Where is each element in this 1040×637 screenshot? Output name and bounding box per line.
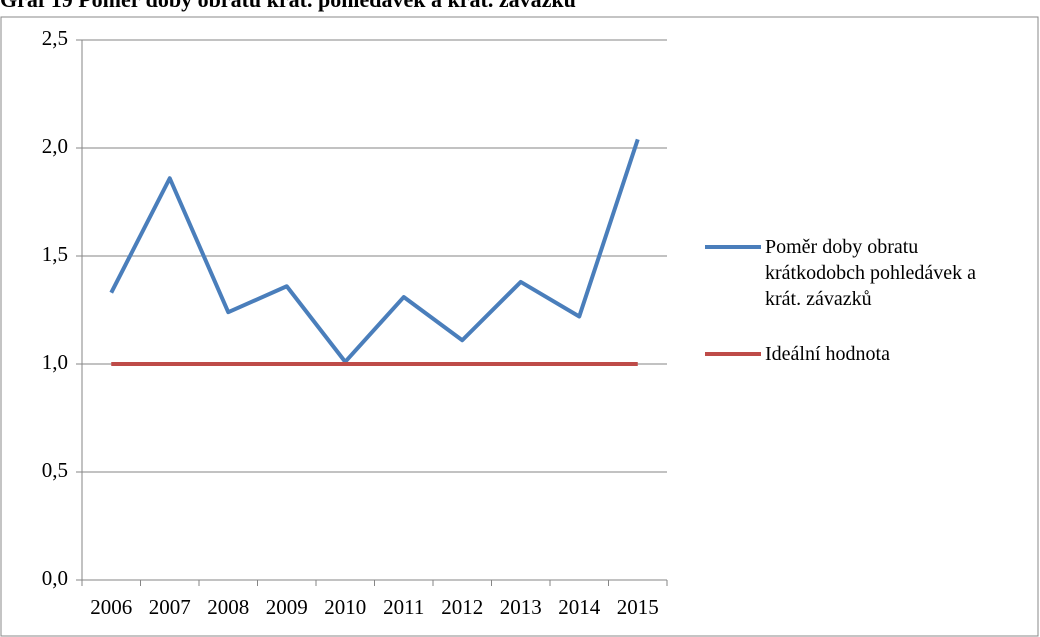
y-tick-label: 0,0 [42, 566, 68, 590]
chart-border [0, 16, 1039, 637]
legend-swatch [705, 245, 761, 249]
legend-item: Ideální hodnota [705, 341, 1015, 367]
legend-item: Poměr doby obratu krátkodobch pohledávek… [705, 234, 1015, 312]
x-tick-label: 2013 [500, 595, 542, 619]
x-tick-label: 2009 [266, 595, 308, 619]
x-tick-label: 2011 [383, 595, 424, 619]
y-tick-label: 1,5 [42, 242, 68, 266]
x-tick-label: 2014 [558, 595, 601, 619]
series-line [109, 138, 640, 364]
y-tick-label: 2,0 [42, 134, 68, 158]
chart-title: Graf 19 Poměr doby obratu krát. pohledáv… [0, 0, 576, 12]
x-tick-label: 2012 [441, 595, 483, 619]
x-tick-label: 2006 [90, 595, 132, 619]
x-tick-label: 2008 [207, 595, 249, 619]
legend-label: Poměr doby obratu krátkodobch pohledávek… [765, 236, 977, 310]
legend-swatch [705, 352, 761, 356]
x-tick-label: 2015 [617, 595, 659, 619]
y-tick-label: 2,5 [42, 26, 68, 50]
y-tick-label: 0,5 [42, 458, 68, 482]
x-tick-label: 2010 [324, 595, 366, 619]
legend-label: Ideální hodnota [765, 343, 890, 365]
y-tick-label: 1,0 [42, 350, 68, 374]
x-tick-label: 2007 [149, 595, 191, 619]
